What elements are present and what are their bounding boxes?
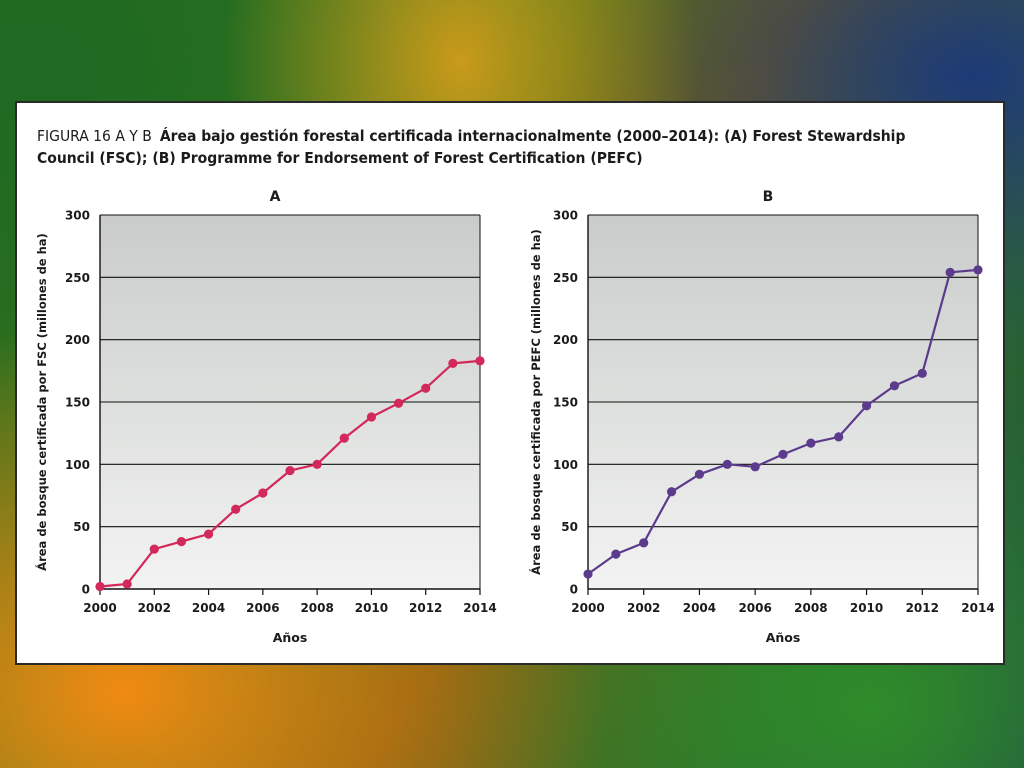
data-point (861, 401, 872, 411)
chart-title: B (763, 189, 774, 205)
x-tick-label: 2010 (850, 601, 883, 615)
y-tick-label: 50 (561, 520, 578, 534)
x-axis-label: Años (273, 630, 308, 645)
data-point (694, 469, 705, 479)
figure-title: FIGURA 16 A Y B Área bajo gestión foresta… (37, 125, 937, 169)
data-point (366, 412, 377, 422)
x-tick-label: 2008 (794, 601, 827, 615)
y-tick-label: 200 (65, 333, 90, 347)
chart-b: B 0 50 100 150 200 250 300 2000 2002 2004 2006 2008 2… (528, 189, 995, 645)
data-point (583, 569, 593, 579)
x-tick-label: 2000 (83, 601, 116, 615)
y-tick-label: 200 (553, 333, 578, 347)
data-point (611, 549, 621, 559)
data-point (917, 368, 927, 378)
x-tick-label: 2004 (192, 601, 225, 615)
data-point (722, 459, 732, 469)
x-tick-label: 2006 (246, 601, 279, 615)
y-tick-label: 0 (570, 583, 578, 597)
y-tick-label: 0 (82, 583, 90, 597)
data-point (393, 398, 404, 408)
data-point (122, 579, 132, 589)
data-point (945, 267, 955, 277)
x-tick-label: 2006 (738, 601, 771, 615)
figure-caption: Área bajo gestión forestal certificada i… (37, 127, 906, 167)
data-point (750, 462, 760, 472)
y-tick-label: 250 (65, 271, 90, 285)
x-tick-label: 2000 (571, 601, 604, 615)
data-point (421, 383, 431, 393)
data-point (149, 544, 159, 554)
data-point (889, 381, 900, 391)
x-tick-label: 2012 (906, 601, 939, 615)
y-tick-label: 100 (65, 458, 90, 472)
data-point (448, 358, 458, 368)
chart-a: A 0 50 100 150 200 250 300 2000 2002 2004 2006 2008 2… (34, 189, 497, 645)
data-point (806, 438, 816, 448)
data-point (339, 433, 349, 443)
x-tick-label: 2004 (683, 601, 716, 615)
data-point (231, 504, 241, 514)
x-tick-label: 2002 (627, 601, 660, 615)
x-tick-label: 2002 (138, 601, 171, 615)
data-point (258, 488, 268, 498)
y-tick-label: 50 (73, 520, 90, 534)
data-point (176, 537, 187, 547)
data-point (666, 487, 677, 497)
data-point (778, 449, 788, 459)
data-point (312, 459, 322, 469)
x-tick-label: 2014 (463, 601, 496, 615)
figure-label: FIGURA 16 A Y B (37, 127, 152, 145)
data-point (95, 581, 105, 592)
x-tick-label: 2014 (961, 601, 994, 615)
data-point (203, 529, 214, 539)
y-tick-label: 150 (65, 396, 90, 410)
data-point (639, 538, 649, 548)
data-point (475, 356, 485, 366)
x-axis-label: Años (766, 630, 801, 645)
y-axis-label: Área de bosque certificada por FSC (mill… (34, 233, 49, 571)
y-axis-label: Área de bosque certificada por PEFC (mil… (528, 229, 543, 575)
x-tick-label: 2008 (300, 601, 333, 615)
data-point (834, 432, 844, 442)
data-point (285, 465, 295, 476)
chart-title: A (270, 189, 281, 205)
x-tick-label: 2010 (355, 601, 388, 615)
y-tick-label: 150 (553, 396, 578, 410)
x-tick-label: 2012 (409, 601, 442, 615)
data-point (973, 265, 983, 275)
y-tick-label: 300 (553, 209, 578, 223)
y-tick-label: 300 (65, 209, 90, 223)
y-tick-label: 100 (553, 458, 578, 472)
y-tick-label: 250 (553, 271, 578, 285)
